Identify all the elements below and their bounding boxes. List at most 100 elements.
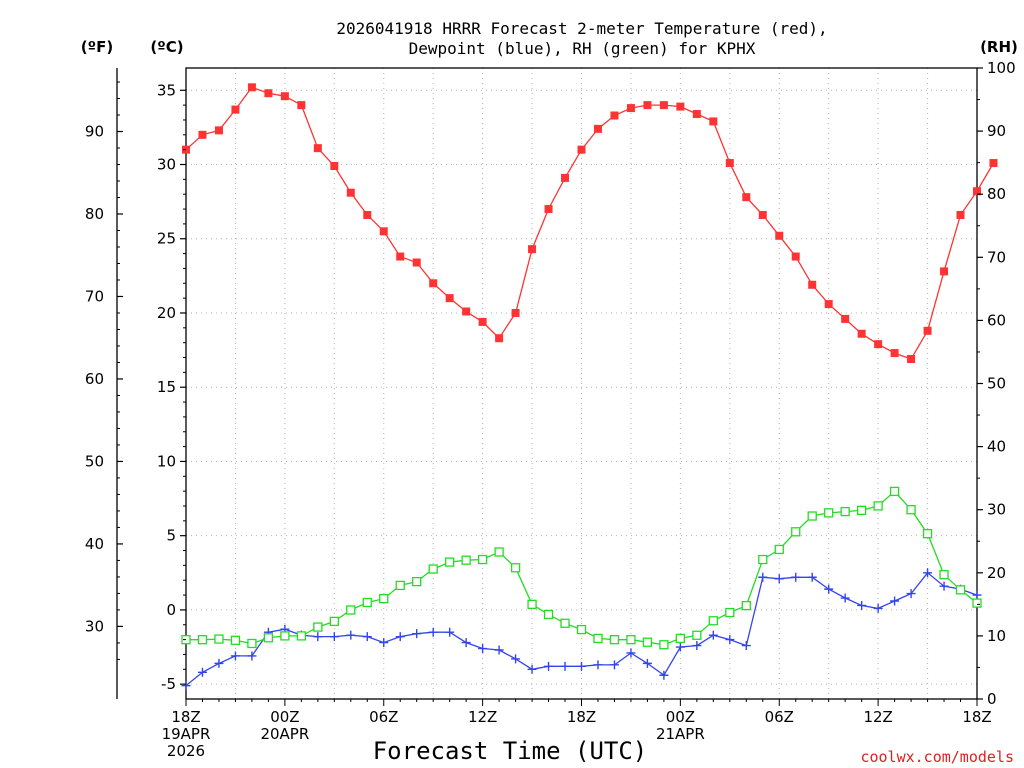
fahrenheit-tick-label: 60 (85, 370, 104, 388)
fahrenheit-tick-label: 40 (85, 535, 104, 553)
rh-tick-label: 80 (987, 185, 1006, 203)
rh-point (428, 564, 438, 574)
x-tick-label: 00Z (270, 708, 299, 726)
celsius-tick-label: 0 (166, 601, 176, 619)
chart-title-line-1: 2026041918 HRRR Forecast 2-meter Tempera… (336, 19, 827, 38)
dewpoint-point (395, 632, 405, 642)
temperature-point (561, 173, 570, 182)
rh-point (642, 637, 653, 647)
x-tick-label: 21APR (656, 725, 705, 743)
x-tick-label: 12Z (468, 708, 497, 726)
rh-tick-label: 50 (987, 375, 1006, 393)
temperature-point (742, 193, 751, 202)
dewpoint-point (741, 641, 751, 651)
dewpoint-point (857, 600, 867, 610)
dewpoint-point (247, 651, 257, 661)
rh-point (313, 622, 323, 632)
rh-point (626, 635, 636, 645)
temperature-point (940, 267, 949, 276)
rh-point (543, 609, 554, 620)
temperature-point (528, 245, 537, 254)
temperature-point (808, 280, 817, 289)
rh-point (197, 635, 208, 645)
rh-point (741, 600, 751, 611)
dewpoint-point (824, 584, 834, 594)
rh-point (379, 594, 389, 604)
temperature-point (280, 92, 289, 101)
rh-tick-label: 20 (987, 564, 1006, 582)
rh-point (906, 505, 916, 515)
temperature-point (857, 329, 866, 338)
dewpoint-point (527, 664, 537, 674)
site-credit: coolwx.com/models (860, 748, 1014, 766)
rh-point (873, 501, 883, 511)
rh-point (889, 486, 900, 497)
rh-point (527, 599, 537, 609)
temperature-point (412, 258, 421, 267)
dewpoint-point (362, 632, 372, 642)
rh-point (296, 631, 307, 641)
celsius-tick-label: -5 (161, 675, 176, 693)
celsius-tick-label: 20 (157, 304, 176, 322)
rh-point (461, 555, 471, 565)
dewpoint-point (708, 630, 718, 640)
temperature-series (182, 83, 998, 364)
rh-point (725, 607, 735, 618)
dewpoint-point (890, 596, 900, 606)
x-tick-label: 20APR (260, 725, 309, 743)
rh-point (230, 635, 241, 645)
temperature-point (956, 210, 965, 219)
temperature-point (626, 104, 635, 113)
temperature-point (313, 144, 322, 153)
temperature-point (445, 294, 454, 303)
rh-point (807, 511, 817, 521)
dewpoint-point (478, 644, 488, 654)
dewpoint-point (873, 603, 883, 613)
temperature-point (478, 317, 487, 326)
temperature-point (330, 161, 339, 170)
temperature-point (462, 307, 471, 316)
rh-point (263, 633, 274, 643)
rh-tick-label: 70 (987, 248, 1006, 266)
dewpoint-point (692, 641, 702, 651)
x-tick-label: 2026 (167, 742, 205, 760)
temperature-point (198, 130, 207, 139)
x-tick-label: 00Z (666, 708, 695, 726)
rh-point (955, 585, 966, 595)
fahrenheit-tick-label: 50 (85, 452, 104, 470)
rh-tick-label: 10 (987, 627, 1006, 645)
x-tick-label: 12Z (863, 708, 892, 726)
dewpoint-point (346, 630, 356, 640)
dewpoint-point (758, 572, 768, 582)
temperature-point (396, 252, 405, 261)
rh-tick-label: 90 (987, 122, 1006, 140)
celsius-tick-label: 5 (166, 527, 176, 545)
dewpoint-point (412, 629, 422, 639)
temperature-point (791, 252, 800, 261)
rh-point (280, 631, 290, 641)
rh-point (247, 638, 257, 649)
dewpoint-point (494, 645, 504, 655)
rh-point (609, 635, 620, 645)
dewpoint-point (791, 572, 801, 582)
axis-layer: 35302520151050-5908070605040301009080706… (85, 59, 1016, 760)
temperature-point (907, 355, 916, 364)
dewpoint-point (230, 651, 240, 661)
fahrenheit-tick-label: 30 (85, 617, 104, 635)
dewpoint-point (626, 648, 636, 658)
dewpoint-point (544, 661, 554, 671)
dewpoint-point (659, 670, 669, 680)
temperature-point (544, 205, 553, 214)
dewpoint-point (445, 627, 455, 637)
celsius-tick-label: 30 (157, 156, 176, 174)
series-layer (181, 83, 998, 691)
temperature-point (231, 105, 240, 114)
rh-point (510, 563, 521, 573)
x-tick-label: 19APR (162, 725, 211, 743)
temperature-point (214, 126, 223, 135)
rh-point (840, 506, 850, 517)
dewpoint-point (461, 638, 471, 648)
celsius-tick-label: 10 (157, 452, 176, 470)
rh-point (675, 633, 686, 644)
